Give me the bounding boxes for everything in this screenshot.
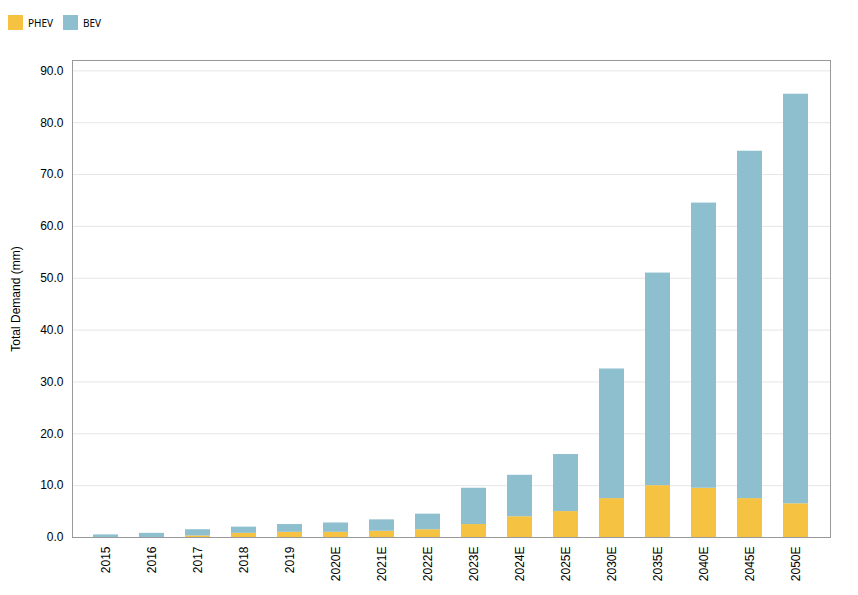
svg-text:10.0: 10.0 [40,478,64,492]
svg-text:2019: 2019 [283,546,297,573]
svg-text:80.0: 80.0 [40,116,64,130]
html-text:PHEV: PHEV [28,15,53,30]
svg-text:0.0: 0.0 [47,530,64,544]
svg-text:2022E: 2022E [421,547,435,582]
svg-text:2035E: 2035E [651,547,665,582]
svg-text:30.0: 30.0 [40,375,64,389]
html-text:BEV: BEV [83,15,102,30]
svg-text:2018: 2018 [237,546,251,573]
svg-text:2015: 2015 [99,546,113,573]
svg-text:20.0: 20.0 [40,427,64,441]
svg-text:Total Demand (mm): Total Demand (mm) [9,246,23,351]
svg-text:50.0: 50.0 [40,271,64,285]
svg-text:2040E: 2040E [697,547,711,582]
svg-text:2030E: 2030E [605,547,619,582]
svg-text:70.0: 70.0 [40,167,64,181]
svg-text:90.0: 90.0 [40,64,64,78]
svg-text:2017: 2017 [191,546,205,573]
svg-text:2016: 2016 [145,546,159,573]
svg-text:2020E: 2020E [329,547,343,582]
svg-text:40.0: 40.0 [40,323,64,337]
svg-text:2050E: 2050E [789,547,803,582]
svg-text:2045E: 2045E [743,547,757,582]
svg-text:2024E: 2024E [513,547,527,582]
svg-text:2023E: 2023E [467,547,481,582]
svg-text:2025E: 2025E [559,547,573,582]
svg-text:2021E: 2021E [375,547,389,582]
svg-text:60.0: 60.0 [40,219,64,233]
